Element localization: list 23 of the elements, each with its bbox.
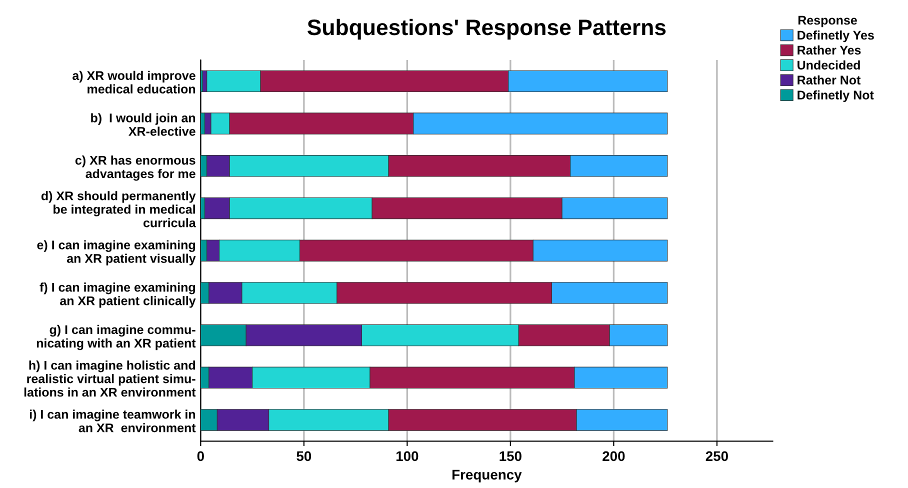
legend-label: Rather Not (798, 75, 861, 85)
y-tick-label: e) I can imagine examining an XR patient visually (37, 240, 196, 266)
y-tick-label: c) XR has enormous advantages for me (75, 156, 196, 181)
y-tick-label: i) I can imagine teamwork in an XR environment (30, 410, 196, 432)
y-tick-label: g) I can imagine commu- nicating with an XR patient (36, 324, 196, 350)
x-tick-label: 50 (296, 451, 312, 462)
y-tick-label: h) I can imagine holistic and realistic virtual patient simu- lations in an XR environment (24, 360, 196, 397)
x-tick-label: 150 (500, 451, 522, 462)
x-tick-label: 200 (602, 451, 625, 462)
chart-title: Subquestions' Response Patterns (308, 18, 666, 40)
x-tick-label: 250 (706, 451, 728, 462)
x-tick-label: 100 (396, 451, 418, 462)
y-tick-label: f) I can imagine examining an XR patient clinically (40, 282, 196, 308)
legend-label: Rather Yes (798, 45, 861, 55)
y-tick-label: a) XR would improve medical education (72, 70, 196, 94)
y-tick-label: b) I would join an XR-elective (91, 113, 196, 136)
legend-label: Definetly Not (798, 90, 874, 102)
x-tick-label: 0 (197, 451, 204, 462)
y-tick-label: d) XR should permanently be integrated in medical curricula (41, 191, 196, 228)
x-axis-title: Frequency (452, 470, 522, 482)
legend-label: Definetly Yes (798, 30, 874, 42)
legend-title: Response (798, 16, 857, 28)
legend-label: Undecided (798, 60, 860, 70)
